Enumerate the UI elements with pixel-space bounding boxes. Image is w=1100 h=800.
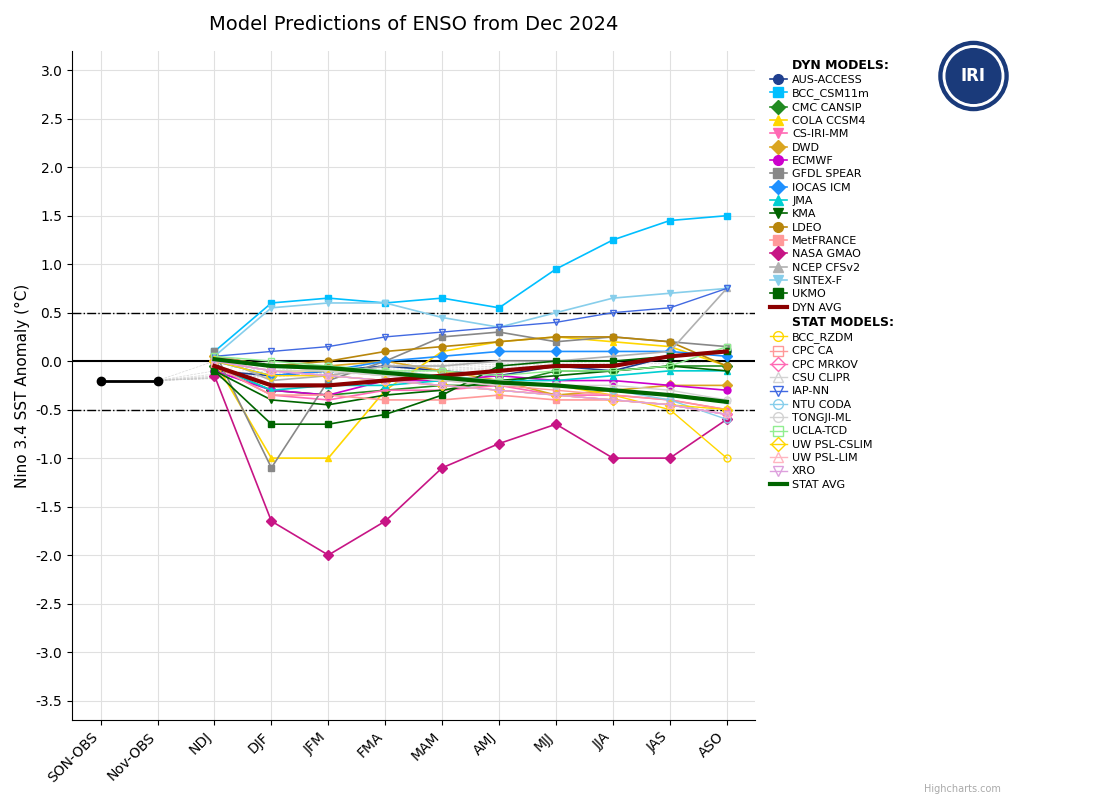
Title: Model Predictions of ENSO from Dec 2024: Model Predictions of ENSO from Dec 2024 (209, 15, 618, 34)
Legend: DYN MODELS:, AUS-ACCESS, BCC_CSM11m, CMC CANSIP, COLA CCSM4, CS-IRI-MM, DWD, ECM: DYN MODELS:, AUS-ACCESS, BCC_CSM11m, CMC… (768, 56, 896, 492)
Text: IRI: IRI (961, 67, 986, 85)
Y-axis label: Nino 3.4 SST Anomaly (°C): Nino 3.4 SST Anomaly (°C) (15, 283, 30, 487)
Circle shape (939, 42, 1008, 110)
Circle shape (946, 49, 1001, 103)
Text: Highcharts.com: Highcharts.com (924, 784, 1001, 794)
Circle shape (944, 46, 1003, 106)
